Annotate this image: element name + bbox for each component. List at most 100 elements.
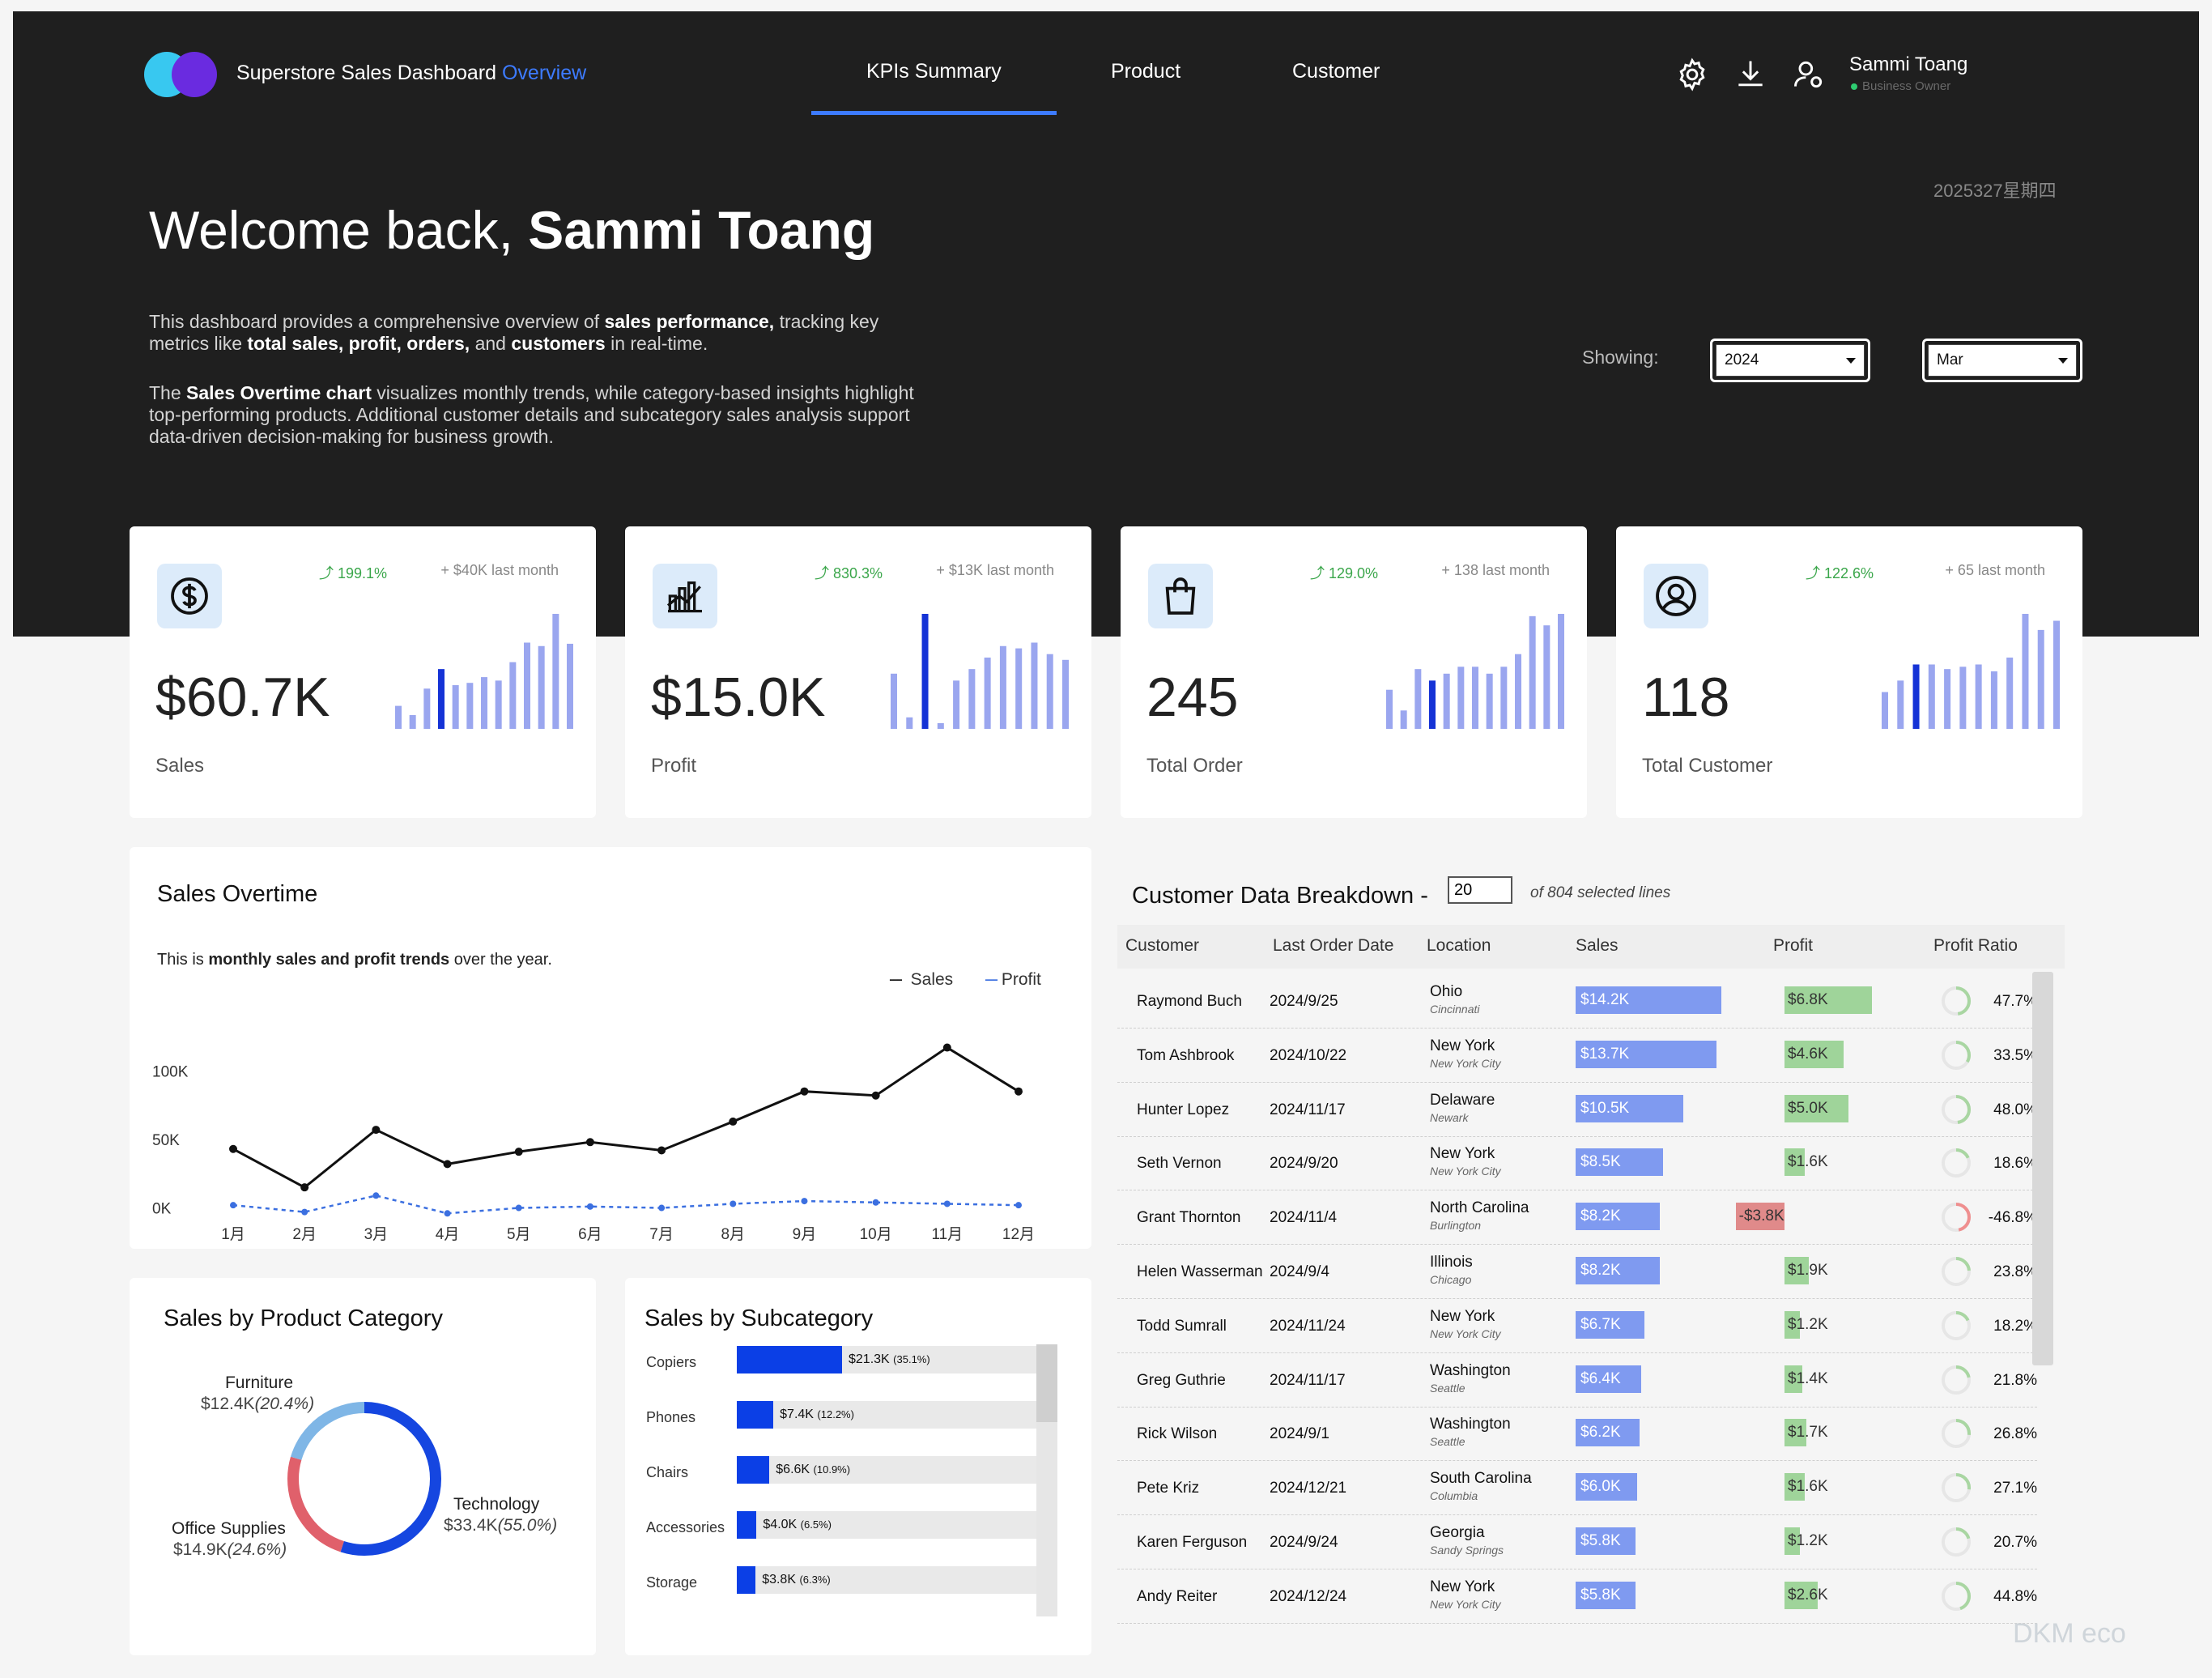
tab-kpis-summary[interactable]: KPIs Summary: [811, 60, 1057, 115]
kpi-label: Sales: [155, 755, 205, 777]
x-tick-label: 4月: [436, 1226, 460, 1243]
sales-value: $6.4K: [1580, 1369, 1621, 1387]
profit-point[interactable]: [658, 1204, 666, 1212]
donut-value-technology: $33.4K(55.0%): [444, 1516, 558, 1535]
table-row[interactable]: Hunter Lopez 2024/11/17 Delaware Newark $10.…: [1117, 1084, 2037, 1137]
profit-point[interactable]: [230, 1202, 236, 1209]
settings-icon[interactable]: [1674, 57, 1710, 92]
col-location[interactable]: Location: [1427, 936, 1491, 955]
col-last-order-date[interactable]: Last Order Date: [1273, 936, 1394, 955]
profit-value: $6.8K: [1788, 991, 1828, 1008]
last-order-date: 2024/11/17: [1270, 1101, 1346, 1118]
customer-name: Andy Reiter: [1137, 1587, 1218, 1605]
customer-name: Hunter Lopez: [1137, 1101, 1230, 1118]
sales-point[interactable]: [1015, 1087, 1023, 1096]
profit-point[interactable]: [586, 1203, 593, 1210]
table-scrollbar[interactable]: [2032, 972, 2053, 1365]
profit-point[interactable]: [943, 1200, 951, 1207]
sales-point[interactable]: [657, 1146, 666, 1155]
sales-bar: $8.2K: [1576, 1257, 1660, 1284]
spark-bar: [1928, 664, 1935, 729]
profit-point[interactable]: [730, 1200, 737, 1207]
sales-overtime-title: Sales Overtime: [157, 881, 318, 907]
spark-bar: [921, 614, 929, 729]
user-name[interactable]: Sammi Toang: [1849, 53, 1968, 75]
sales-point[interactable]: [443, 1160, 452, 1169]
spark-bar: [1443, 673, 1450, 729]
col-customer[interactable]: Customer: [1125, 936, 1200, 955]
profit-point[interactable]: [301, 1208, 308, 1216]
subcategory-bar[interactable]: [737, 1566, 756, 1594]
spark-bar: [1558, 614, 1564, 729]
sales-point[interactable]: [585, 1138, 594, 1147]
location-city: New York City: [1430, 1327, 1501, 1340]
sales-point[interactable]: [800, 1087, 809, 1096]
kpi-value: 245: [1146, 667, 1239, 728]
month-select[interactable]: Mar: [1922, 339, 2082, 382]
subcategory-bar[interactable]: [737, 1346, 842, 1373]
table-row[interactable]: Todd Sumrall 2024/11/24 New York New York C…: [1117, 1300, 2037, 1353]
donut-slice[interactable]: [287, 1402, 441, 1556]
profit-point[interactable]: [801, 1198, 808, 1205]
col-sales[interactable]: Sales: [1576, 936, 1619, 955]
sales-point[interactable]: [514, 1148, 523, 1156]
dollar-icon: [157, 564, 222, 628]
profit-point[interactable]: [515, 1204, 522, 1212]
sales-value: $10.5K: [1580, 1099, 1630, 1117]
kpi-value: $60.7K: [155, 667, 330, 728]
table-row[interactable]: Karen Ferguson 2024/9/24 Georgia Sandy Spri…: [1117, 1516, 2037, 1569]
profit-ratio-ring: [1942, 1040, 1971, 1070]
spark-bar: [1486, 673, 1493, 729]
x-tick-label: 7月: [649, 1226, 674, 1243]
table-row[interactable]: Pete Kriz 2024/12/21 South Carolina Columbi…: [1117, 1462, 2037, 1516]
subcategory-bar[interactable]: [737, 1456, 770, 1484]
table-row[interactable]: Grant Thornton 2024/11/4 North Carolina Bur…: [1117, 1191, 2037, 1246]
tab-customer[interactable]: Customer: [1292, 60, 1380, 83]
profit-value: $1.6K: [1788, 1478, 1828, 1496]
subcategory-bar[interactable]: [737, 1511, 757, 1539]
profit-point[interactable]: [1015, 1202, 1022, 1209]
sales-point[interactable]: [300, 1183, 309, 1192]
profit-point[interactable]: [444, 1210, 451, 1217]
lines-count-input[interactable]: [1448, 876, 1512, 904]
year-select[interactable]: 2024: [1710, 339, 1870, 382]
profit-point[interactable]: [872, 1199, 879, 1206]
x-tick-label: 9月: [793, 1226, 817, 1243]
col-profit-ratio[interactable]: Profit Ratio: [1933, 936, 2018, 955]
profit-ratio-ring: [1942, 1419, 1971, 1449]
welcome-heading: Welcome back, Sammi Toang: [149, 200, 875, 260]
sales-point[interactable]: [942, 1043, 951, 1052]
subcategory-scrollbar[interactable]: [1036, 1344, 1057, 1616]
x-tick-label: 11月: [931, 1226, 963, 1243]
profit-line: [232, 1195, 1019, 1215]
user-settings-icon[interactable]: [1791, 57, 1827, 92]
profit-point[interactable]: [372, 1192, 380, 1199]
spark-bar: [1529, 615, 1536, 729]
table-row[interactable]: Helen Wasserman 2024/9/4 Illinois Chicago $8…: [1117, 1246, 2037, 1299]
profit-value: -$3.8K: [1738, 1207, 1784, 1225]
spark-bar: [2037, 629, 2044, 729]
sales-point[interactable]: [871, 1091, 880, 1100]
table-row[interactable]: Andy Reiter 2024/12/24 New York New York Ci…: [1117, 1570, 2037, 1624]
subcategory-bar[interactable]: [737, 1401, 774, 1429]
tab-product[interactable]: Product: [1111, 60, 1181, 83]
sales-bar: $8.5K: [1576, 1148, 1663, 1177]
sales-bar: $5.8K: [1576, 1581, 1636, 1609]
customer-table-header: Customer Last Order Date Location Sales …: [1117, 925, 2065, 969]
donut-slice[interactable]: [287, 1402, 441, 1556]
table-row[interactable]: Greg Guthrie 2024/11/17 Washington Seattle $…: [1117, 1354, 2037, 1408]
table-row[interactable]: Tom Ashbrook 2024/10/22 New York New York C…: [1117, 1029, 2037, 1083]
location-state: Ohio: [1430, 983, 1463, 1000]
table-row[interactable]: Seth Vernon 2024/9/20 New York New York Cit…: [1117, 1137, 2037, 1191]
table-row[interactable]: Raymond Buch 2024/9/25 Ohio Cincinnati $14.2…: [1117, 975, 2037, 1029]
donut-label-furniture: Furniture: [224, 1373, 294, 1392]
sales-point[interactable]: [729, 1117, 738, 1126]
col-profit[interactable]: Profit: [1773, 936, 1814, 955]
last-order-date: 2024/9/24: [1270, 1534, 1338, 1551]
customer-name: Raymond Buch: [1137, 993, 1242, 1010]
profit-bar: $6.8K: [1784, 986, 1872, 1014]
sales-point[interactable]: [229, 1144, 237, 1153]
download-icon[interactable]: [1733, 57, 1768, 92]
sales-point[interactable]: [372, 1126, 381, 1135]
table-row[interactable]: Rick Wilson 2024/9/1 Washington Seattle $6.2…: [1117, 1408, 2037, 1462]
